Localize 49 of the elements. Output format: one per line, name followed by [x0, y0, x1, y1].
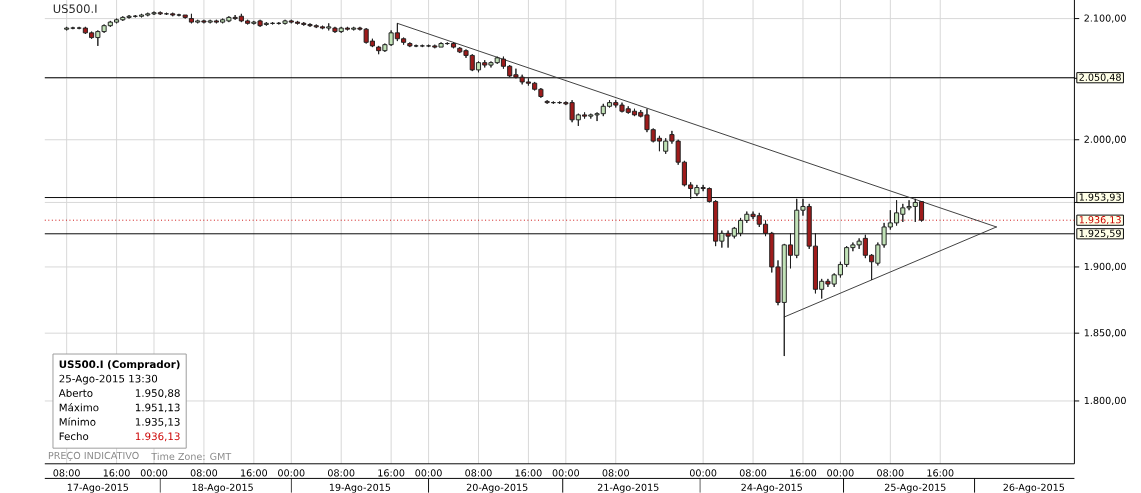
x-tick-label: 08:00 [465, 469, 492, 477]
ref-line-label: 1.936,13 [1079, 216, 1121, 225]
x-tick-label: 24-Ago-2015 [741, 483, 802, 493]
x-tick-label: 25-Ago-2015 [884, 483, 946, 493]
ref-line-label: 2.050,48 [1079, 73, 1121, 82]
annotation: Aberto [58, 389, 93, 397]
x-tick-label: 17-Ago-2015 [67, 483, 129, 493]
annotation: Mínimo [59, 417, 96, 426]
x-tick-label: 00:00 [415, 469, 442, 477]
x-tick-label: 00:00 [140, 469, 168, 477]
x-tick-label: 16:00 [790, 469, 817, 477]
x-tick-label: 19-Ago-2015 [329, 483, 391, 493]
y-tick-label: 1.800,00 [1084, 396, 1126, 406]
annotation: US500.I (Comprador) [59, 360, 180, 371]
ref-line-label: 1.925,59 [1079, 229, 1121, 239]
annotation: 1.935,13 [135, 418, 180, 427]
x-tick-label: 16:00 [378, 469, 405, 477]
x-tick-label: 16:00 [103, 469, 130, 477]
annotation: 1.950,88 [135, 389, 180, 399]
annotation: 1.936,13 [135, 432, 180, 442]
annotation: PREÇO INDICATIVO [48, 451, 139, 461]
x-tick-label: 00:00 [689, 469, 717, 477]
x-tick-label: 18-Ago-2015 [192, 483, 253, 493]
x-tick-label: 08:00 [53, 469, 80, 477]
annotation: Máximo [59, 403, 99, 412]
x-tick-label: 21-Ago-2015 [597, 483, 659, 493]
y-tick-label: 2.000,00 [1084, 135, 1126, 144]
ref-line-label: 1.953,93 [1079, 193, 1121, 202]
chart-title: US500.I [53, 4, 97, 14]
y-tick-label: 1.900,00 [1084, 262, 1126, 272]
annotation: 25-Ago-2015 13:30 [59, 374, 158, 385]
x-tick-label: 08:00 [877, 469, 904, 477]
x-tick-label: 08:00 [602, 469, 629, 477]
x-tick-label: 20-Ago-2015 [466, 483, 528, 493]
x-tick-label: 08:00 [739, 469, 767, 477]
x-tick-label: 26-Ago-2015 [1003, 483, 1065, 493]
annotation: Time Zone: GMT [151, 452, 232, 461]
x-tick-label: 00:00 [278, 469, 305, 477]
y-tick-label: 1.850,00 [1084, 329, 1126, 338]
annotation: Fecho [59, 432, 89, 441]
x-tick-label: 00:00 [827, 469, 854, 477]
x-tick-label: 00:00 [552, 469, 580, 477]
x-tick-label: 16:00 [241, 469, 268, 477]
x-tick-label: 16:00 [927, 469, 954, 477]
x-tick-label: 16:00 [515, 469, 542, 477]
annotation: 1.951,13 [135, 403, 180, 413]
y-tick-label: 2.100,00 [1084, 14, 1126, 23]
x-tick-label: 08:00 [328, 469, 355, 477]
x-tick-label: 08:00 [190, 469, 218, 477]
